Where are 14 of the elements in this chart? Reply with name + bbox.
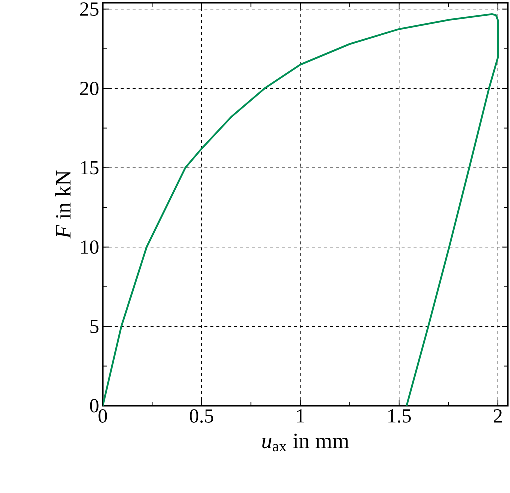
- y-tick-label: 10: [81, 240, 99, 254]
- x-tick-label: 1: [297, 410, 304, 423]
- x-tick-label: 2: [494, 410, 502, 423]
- y-tick-label: 5: [90, 320, 99, 334]
- y-tick-label: 20: [80, 82, 99, 96]
- x-tick-label: 1.5: [388, 410, 412, 423]
- y-tick-label: 0: [90, 399, 99, 413]
- y-axis-title: F in kN: [56, 170, 71, 239]
- line-series: [103, 14, 500, 406]
- x-tick-label: 0.5: [190, 410, 214, 424]
- x-tick-label: 0: [98, 410, 108, 423]
- y-tick-label: 15: [81, 161, 99, 175]
- y-tick-label: 25: [80, 2, 99, 16]
- x-axis-title: u$_{ax}$ in mm: [262, 434, 350, 452]
